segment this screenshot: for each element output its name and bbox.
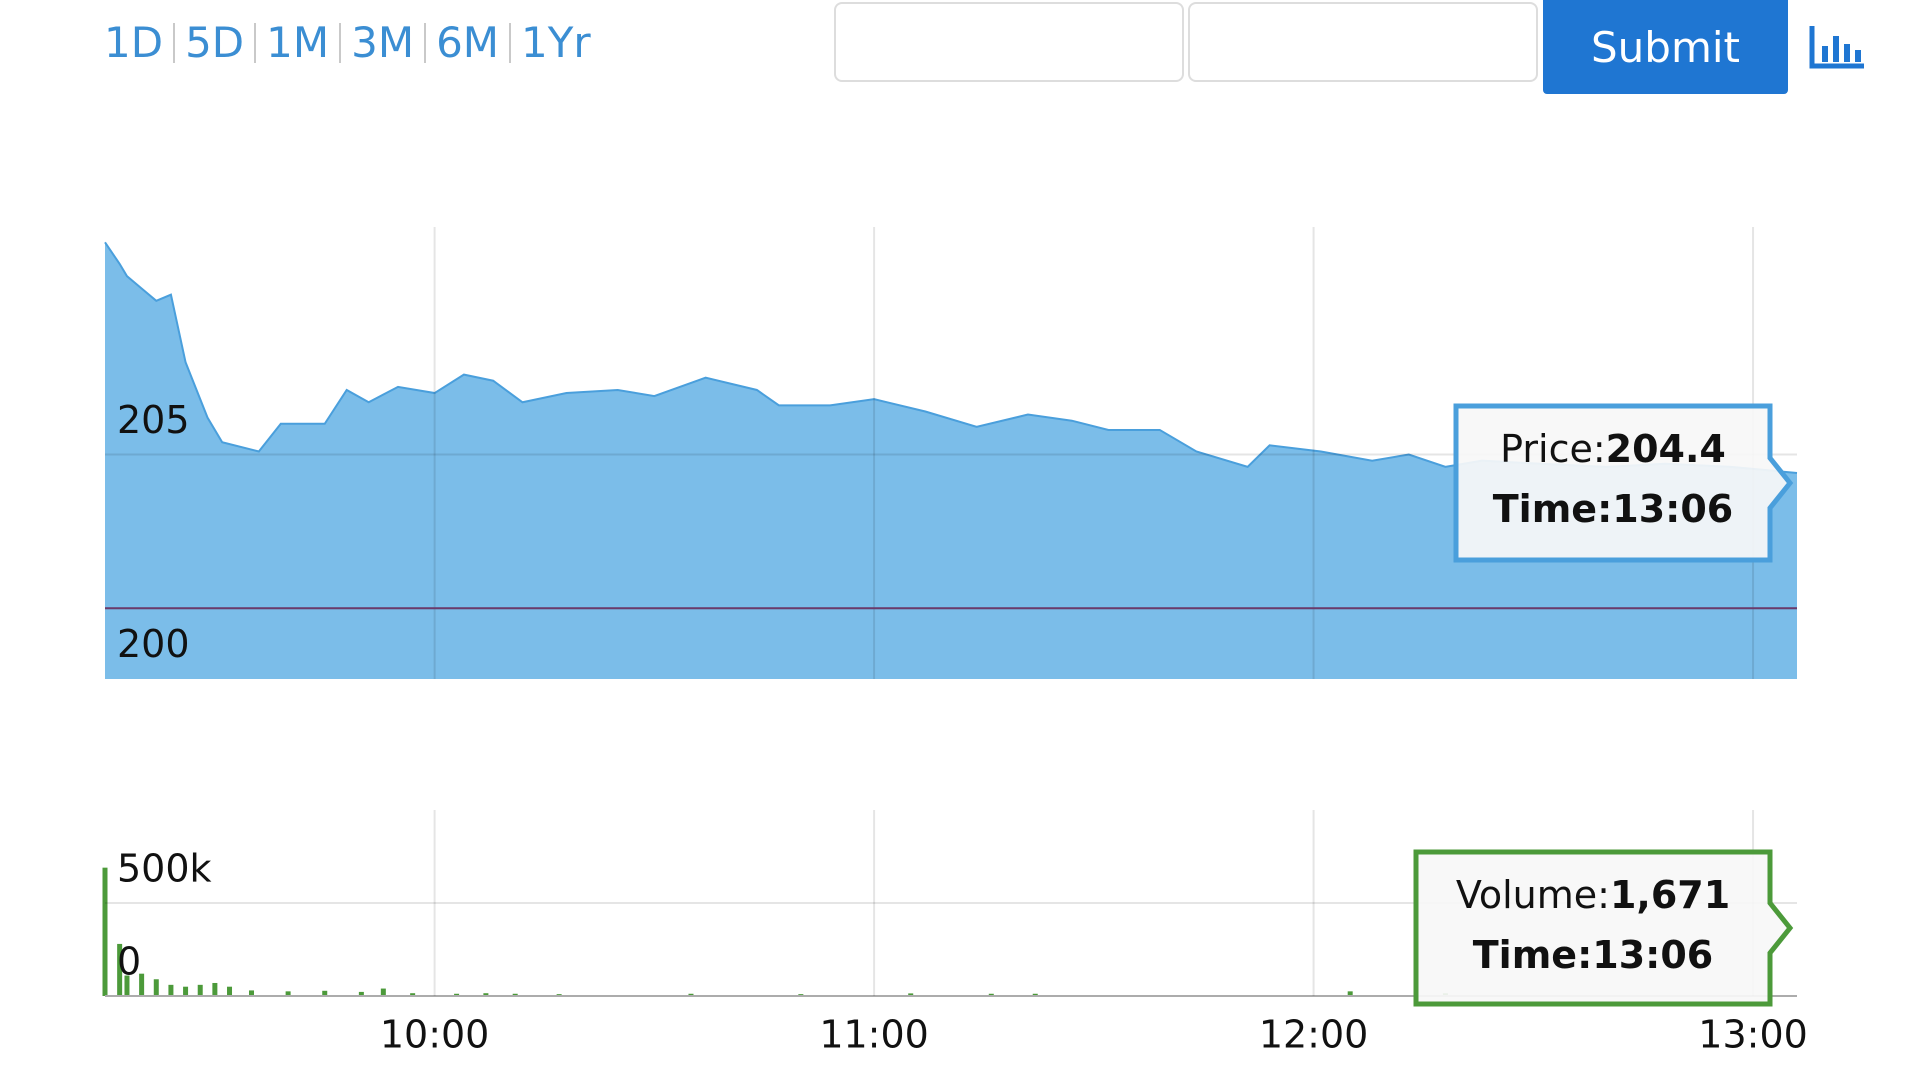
separator bbox=[254, 22, 257, 63]
price-line bbox=[104, 241, 1798, 474]
x-tick-label: 13:00 bbox=[1698, 1013, 1808, 1057]
tooltip-time: 13:06 bbox=[1612, 487, 1733, 531]
volume-bar bbox=[483, 993, 489, 996]
tooltip-value: 204.4 bbox=[1606, 427, 1726, 471]
range-link[interactable]: 1D bbox=[104, 18, 164, 67]
tooltip: Price:204.4 Time:13:06 bbox=[1453, 403, 1794, 563]
tooltip-label: Price: bbox=[1500, 427, 1606, 471]
submit-button[interactable]: Submit bbox=[1543, 0, 1788, 94]
x-tick-label: 11:00 bbox=[819, 1013, 929, 1057]
x-tick-label: 10:00 bbox=[380, 1013, 490, 1057]
volume-bar bbox=[153, 979, 159, 996]
y-tick-label: 0 bbox=[117, 940, 141, 984]
price-area bbox=[105, 242, 1797, 679]
separator bbox=[339, 22, 342, 63]
volume-bar bbox=[285, 991, 291, 996]
tooltip-line: Price:204.4 bbox=[1500, 427, 1726, 471]
range-link[interactable]: 1Yr bbox=[521, 18, 591, 67]
range-link[interactable]: 6M bbox=[436, 18, 500, 67]
volume-bar bbox=[988, 993, 994, 996]
volume-bar bbox=[688, 993, 694, 996]
range-link[interactable]: 5D bbox=[185, 18, 245, 67]
volume-bar bbox=[380, 988, 386, 996]
volume-bar bbox=[454, 993, 460, 996]
volume-bar bbox=[1347, 991, 1353, 996]
range-link[interactable]: 3M bbox=[351, 18, 415, 67]
tooltip-time-label: Time: bbox=[1493, 487, 1613, 531]
volume-bar bbox=[410, 993, 416, 996]
tooltip-line: Time:13:06 bbox=[1473, 933, 1713, 977]
y-tick-label: 200 bbox=[117, 622, 190, 666]
tooltip-time-label: Time: bbox=[1473, 933, 1593, 977]
volume-bar bbox=[908, 993, 914, 996]
volume-bar bbox=[358, 991, 364, 996]
range-link[interactable]: 1M bbox=[266, 18, 330, 67]
volume-bar bbox=[102, 867, 108, 996]
volume-bar bbox=[227, 986, 233, 996]
volume-bar bbox=[183, 986, 189, 996]
tooltip: Volume:1,671 Time:13:06 bbox=[1413, 849, 1794, 1007]
tooltip-box bbox=[1453, 403, 1794, 563]
volume-bar bbox=[168, 984, 174, 996]
y-tick-label: 500k bbox=[117, 847, 212, 891]
volume-bar bbox=[1032, 993, 1038, 996]
separator bbox=[424, 22, 427, 63]
separator bbox=[509, 22, 512, 63]
separator bbox=[173, 22, 176, 63]
volume-bar bbox=[124, 975, 130, 996]
end-date-input[interactable] bbox=[1188, 2, 1538, 82]
start-date-input[interactable] bbox=[834, 2, 1184, 82]
tooltip-line: Volume:1,671 bbox=[1456, 873, 1730, 917]
volume-bar bbox=[322, 990, 328, 996]
tooltip-time: 13:06 bbox=[1592, 933, 1713, 977]
range-selector: 1D 5D 1M 3M 6M 1Yr bbox=[100, 18, 595, 67]
y-tick-label: 205 bbox=[117, 398, 190, 442]
volume-bar bbox=[248, 990, 254, 996]
volume-bar bbox=[197, 984, 203, 996]
tooltip-label: Volume: bbox=[1456, 873, 1610, 917]
chart-type-icon[interactable] bbox=[1808, 22, 1868, 72]
x-tick-label: 12:00 bbox=[1259, 1013, 1369, 1057]
volume-bar bbox=[139, 973, 145, 996]
volume-bar bbox=[117, 943, 123, 996]
volume-bar bbox=[512, 993, 518, 996]
tooltip-box bbox=[1413, 849, 1794, 1007]
tooltip-line: Time:13:06 bbox=[1493, 487, 1733, 531]
tooltip-value: 1,671 bbox=[1610, 873, 1730, 917]
volume-bar bbox=[212, 982, 218, 996]
